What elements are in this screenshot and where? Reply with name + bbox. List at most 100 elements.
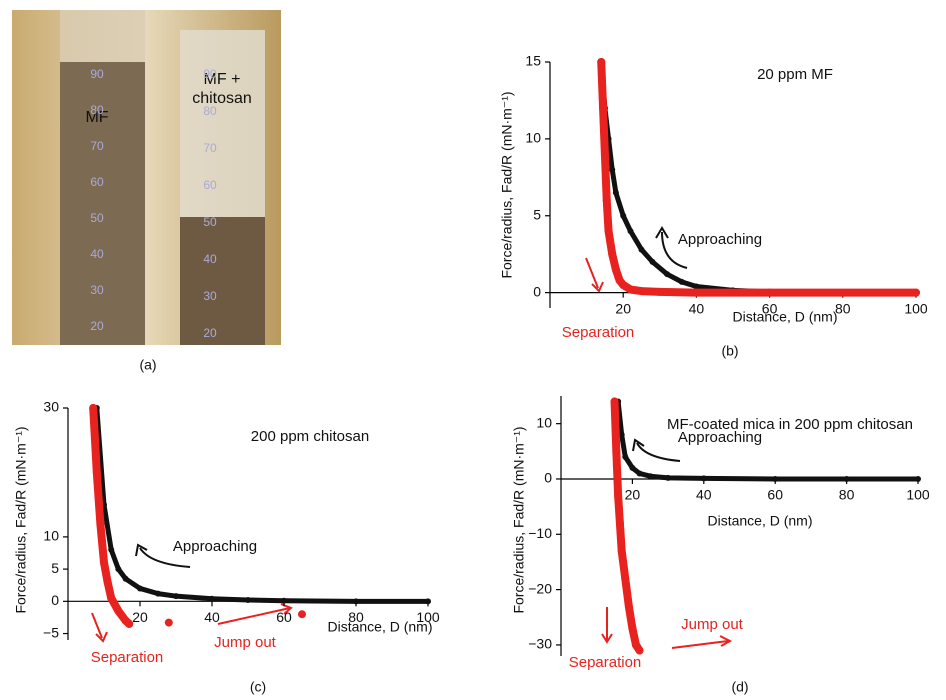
data-point [115, 566, 121, 572]
data-point [629, 465, 635, 471]
data-point [618, 547, 626, 555]
data-point [107, 594, 115, 602]
scale-label: 50 [203, 215, 217, 229]
scale-label: 50 [90, 211, 104, 225]
series-band [93, 408, 129, 624]
data-point [622, 454, 628, 460]
data-point [425, 598, 431, 604]
data-point [114, 607, 122, 615]
y-tick-label: 0 [533, 283, 541, 299]
x-tick-label: 40 [696, 487, 712, 503]
data-point [625, 602, 633, 610]
scale-label: 90 [90, 67, 104, 81]
photo-label: chitosan [192, 90, 252, 107]
data-point [155, 591, 161, 597]
annotation: Jump out [214, 634, 277, 651]
data-point [638, 287, 646, 295]
x-tick-label: 20 [615, 300, 631, 316]
y-tick-label: 5 [51, 560, 59, 576]
annotation: 200 ppm chitosan [251, 428, 369, 445]
series-band [618, 402, 918, 479]
x-tick-label: 100 [906, 487, 930, 503]
scale-label: 80 [203, 104, 217, 118]
data-point [620, 213, 626, 219]
data-point [108, 547, 114, 553]
y-axis-label: Force/radius, Fad/R (mN·m⁻¹) [511, 426, 527, 613]
x-tick-label: 60 [276, 609, 292, 625]
y-tick-label: 10 [536, 414, 552, 430]
annotation: 20 ppm MF [757, 66, 833, 83]
data-point [93, 468, 101, 476]
y-tick-label: 5 [533, 206, 541, 222]
data-point [165, 619, 173, 627]
x-tick-label: 100 [904, 300, 928, 316]
data-point [245, 597, 251, 603]
scale-label: 40 [203, 252, 217, 266]
data-point [125, 620, 133, 628]
data-point [915, 476, 921, 482]
data-point [609, 167, 615, 173]
data-point [173, 593, 179, 599]
y-tick-label: −30 [528, 636, 552, 652]
data-point [601, 150, 609, 158]
data-point [614, 492, 622, 500]
data-point [664, 271, 670, 277]
data-point [647, 473, 653, 479]
y-tick-label: 30 [43, 399, 59, 415]
scale-label: 60 [203, 178, 217, 192]
y-tick-label: −5 [43, 624, 59, 640]
data-point [611, 398, 619, 406]
photo [12, 10, 281, 345]
data-point [608, 250, 616, 258]
data-point [616, 519, 624, 527]
x-axis-label: Distance, D (nm) [732, 309, 837, 325]
y-tick-label: −20 [528, 580, 552, 596]
y-tick-label: 10 [43, 528, 59, 544]
scale-label: 90 [203, 67, 217, 81]
data-point [701, 475, 707, 481]
x-tick-label: 60 [767, 487, 783, 503]
annotation: Separation [91, 649, 164, 666]
data-point [649, 259, 655, 265]
annotation: Approaching [173, 538, 257, 555]
x-axis-label: Distance, D (nm) [327, 619, 432, 635]
data-point [637, 470, 643, 476]
y-tick-label: 0 [544, 470, 552, 486]
data-point [597, 58, 605, 66]
data-point [209, 596, 215, 602]
scale-label: 60 [90, 175, 104, 189]
x-tick-label: 20 [132, 609, 148, 625]
scale-label: 70 [203, 141, 217, 155]
panel-label: (b) [721, 343, 738, 359]
data-point [298, 610, 306, 618]
data-point [628, 624, 636, 632]
data-point [612, 447, 620, 455]
data-point [628, 228, 634, 234]
scale-label: 20 [90, 319, 104, 333]
data-point [89, 404, 97, 412]
data-point [603, 196, 611, 204]
y-axis-label: Force/radius, Fad/R (mN·m⁻¹) [13, 426, 29, 613]
annotation: Jump out [681, 616, 744, 633]
x-tick-label: 40 [204, 609, 220, 625]
x-axis-label: Distance, D (nm) [707, 513, 812, 529]
data-point [613, 190, 619, 196]
y-tick-label: 0 [51, 592, 59, 608]
data-point [100, 559, 108, 567]
data-point [656, 288, 664, 296]
data-point [621, 575, 629, 583]
data-point [627, 286, 635, 294]
scale-label: 30 [90, 283, 104, 297]
data-point [104, 578, 112, 586]
annotation: Approaching [678, 429, 762, 446]
data-point [679, 279, 685, 285]
scale-label: 70 [90, 139, 104, 153]
y-tick-label: 15 [525, 53, 541, 69]
x-tick-label: 40 [689, 300, 705, 316]
data-point [605, 227, 613, 235]
data-point [123, 576, 129, 582]
data-point [912, 289, 920, 297]
panel-label: (a) [139, 357, 156, 373]
scale-label: 40 [90, 247, 104, 261]
data-point [766, 289, 774, 297]
